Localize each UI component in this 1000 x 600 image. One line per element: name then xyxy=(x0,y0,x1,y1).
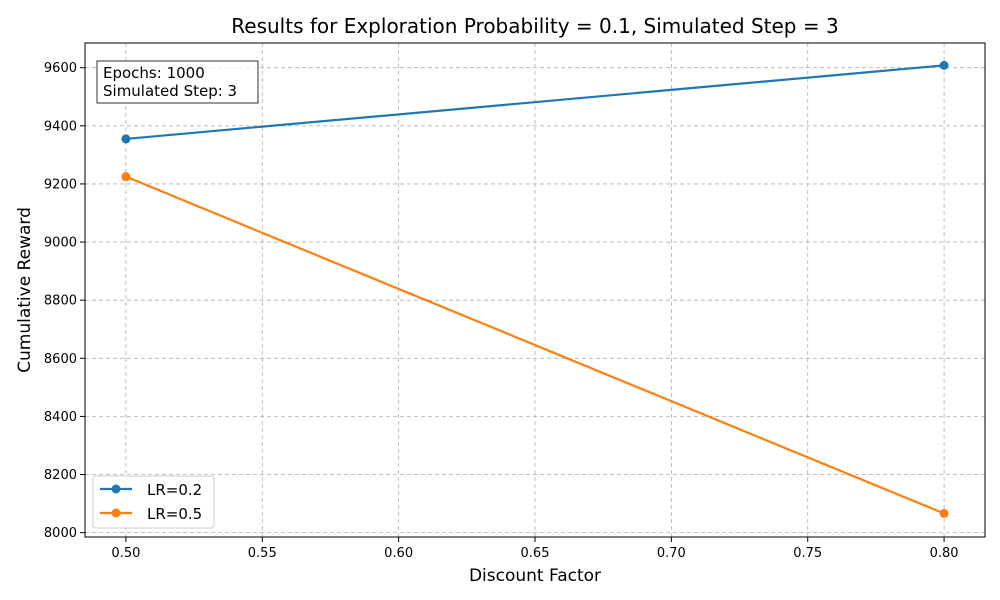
x-axis-label: Discount Factor xyxy=(469,566,601,586)
y-tick-label: 9400 xyxy=(44,119,77,134)
x-axis-ticks: 0.50 0.55 0.60 0.65 0.70 0.75 0.80 xyxy=(111,537,959,561)
x-tick-label: 0.60 xyxy=(384,546,413,561)
chart-title: Results for Exploration Probability = 0.… xyxy=(231,14,838,38)
legend-label-lr05: LR=0.5 xyxy=(147,505,202,523)
y-axis-label: Cumulative Reward xyxy=(15,207,35,373)
series-line-lr05 xyxy=(125,175,945,515)
series-line-lr02 xyxy=(125,64,945,140)
y-tick-label: 8000 xyxy=(44,526,77,541)
annotation-frame xyxy=(96,60,259,104)
y-tick-label: 9000 xyxy=(44,236,77,251)
x-tick-label: 0.50 xyxy=(111,546,140,561)
data-point-lr02 xyxy=(939,60,949,70)
y-tick-label: 8800 xyxy=(44,294,77,309)
y-tick-label: 9200 xyxy=(44,177,77,192)
annotation-box: Epochs: 1000 Simulated Step: 3 xyxy=(96,60,259,104)
annotation-line-epochs: Epochs: 1000 xyxy=(103,64,205,82)
y-tick-label: 9600 xyxy=(44,61,77,76)
data-point-lr05 xyxy=(121,172,131,182)
legend-marker-lr02 xyxy=(111,484,121,494)
x-tick-label: 0.65 xyxy=(521,546,550,561)
y-tick-label: 8200 xyxy=(44,468,77,483)
legend-marker-lr05 xyxy=(111,508,121,518)
series-layer xyxy=(121,60,949,518)
y-tick-label: 8400 xyxy=(44,410,77,425)
legend: LR=0.2 LR=0.5 xyxy=(92,475,215,529)
y-axis-ticks: 8000 8200 8400 8600 8800 9000 9200 9400 9600 xyxy=(44,61,85,541)
legend-label-lr02: LR=0.2 xyxy=(147,481,202,499)
y-tick-label: 8600 xyxy=(44,352,77,367)
x-tick-label: 0.70 xyxy=(657,546,686,561)
data-point-lr05 xyxy=(939,508,949,518)
x-tick-label: 0.75 xyxy=(793,546,822,561)
data-point-lr02 xyxy=(121,134,131,144)
annotation-line-simulated-step: Simulated Step: 3 xyxy=(103,82,237,100)
x-tick-label: 0.55 xyxy=(248,546,277,561)
x-tick-label: 0.80 xyxy=(930,546,959,561)
